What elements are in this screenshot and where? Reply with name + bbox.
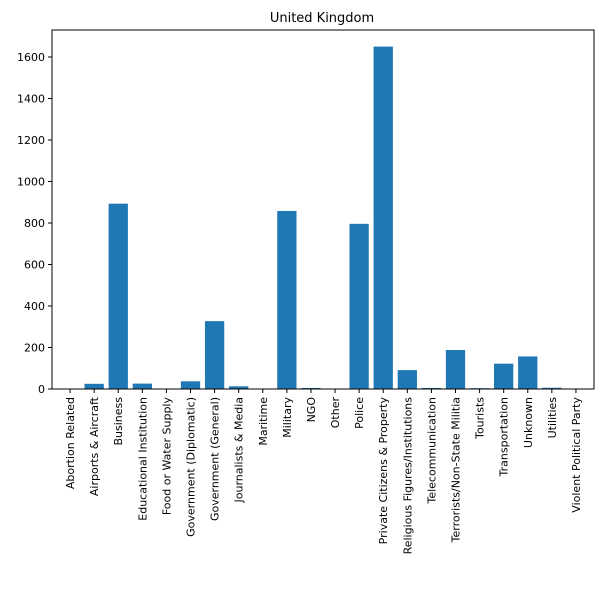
bar-6 bbox=[204, 321, 225, 389]
x-tick-label-16: Terrorists/Non-State Militia bbox=[449, 397, 462, 543]
y-tick-label-5: 1000 bbox=[17, 175, 45, 188]
bar-16 bbox=[445, 349, 466, 389]
bar-5 bbox=[180, 381, 201, 389]
bar-15 bbox=[421, 387, 442, 389]
x-axis: Abortion Related Airports & Aircraft Busin… bbox=[64, 389, 583, 554]
chart-title: United Kingdom bbox=[270, 11, 374, 26]
x-tick-label-1: Airports & Aircraft bbox=[88, 396, 101, 496]
x-tick-label-14: Religious Figures/Institutions bbox=[401, 397, 414, 555]
bars-group bbox=[84, 46, 586, 389]
x-tick-label-6: Government (General) bbox=[209, 397, 222, 521]
x-tick-label-2: Business bbox=[112, 397, 125, 446]
bar-1 bbox=[84, 383, 104, 389]
x-tick-label-7: Journalists & Media bbox=[233, 397, 246, 503]
y-tick-label-3: 600 bbox=[24, 258, 45, 271]
x-tick-label-11: Other bbox=[329, 397, 342, 429]
y-tick-label-0: 0 bbox=[38, 383, 45, 396]
x-tick-label-21: Violent Political Party bbox=[570, 397, 583, 513]
bar-3 bbox=[132, 383, 152, 389]
bar-9 bbox=[277, 210, 297, 389]
bar-12 bbox=[349, 223, 369, 389]
y-tick-label-1: 200 bbox=[24, 341, 45, 354]
bar-13 bbox=[373, 46, 393, 389]
x-tick-label-20: Utilities bbox=[546, 397, 559, 439]
y-tick-label-8: 1600 bbox=[17, 51, 45, 64]
x-tick-label-15: Telecommunication bbox=[425, 397, 438, 505]
plot-frame bbox=[51, 29, 595, 390]
x-tick-label-12: Police bbox=[353, 397, 366, 429]
bar-10 bbox=[301, 387, 321, 389]
y-tick-label-7: 1400 bbox=[17, 92, 45, 105]
x-tick-label-0: Abortion Related bbox=[64, 397, 77, 489]
x-tick-label-3: Educational Institution bbox=[136, 397, 149, 521]
y-tick-label-2: 400 bbox=[24, 300, 45, 313]
x-tick-label-9: Military bbox=[281, 397, 294, 438]
y-tick-label-4: 800 bbox=[24, 217, 45, 230]
x-tick-label-17: Tourists bbox=[474, 397, 487, 440]
bar-7 bbox=[229, 386, 249, 389]
y-tick-label-6: 1200 bbox=[17, 134, 45, 147]
bar-20 bbox=[542, 387, 562, 389]
x-tick-label-13: Private Citizens & Property bbox=[377, 397, 390, 545]
bar-18 bbox=[494, 363, 514, 389]
bar-14 bbox=[397, 370, 417, 389]
x-tick-label-4: Food or Water Supply bbox=[160, 397, 173, 516]
x-tick-label-19: Unknown bbox=[522, 397, 535, 448]
y-axis: 0 200 400 600 800 1000 1200 1400 1600 bbox=[17, 51, 52, 396]
x-tick-label-10: NGO bbox=[305, 397, 318, 423]
x-tick-label-5: Government (Diplomatic) bbox=[185, 397, 198, 537]
bar-19 bbox=[518, 356, 538, 389]
x-tick-label-8: Maritime bbox=[257, 397, 270, 446]
bar-2 bbox=[108, 203, 128, 389]
x-tick-label-18: Transportation bbox=[498, 397, 511, 477]
